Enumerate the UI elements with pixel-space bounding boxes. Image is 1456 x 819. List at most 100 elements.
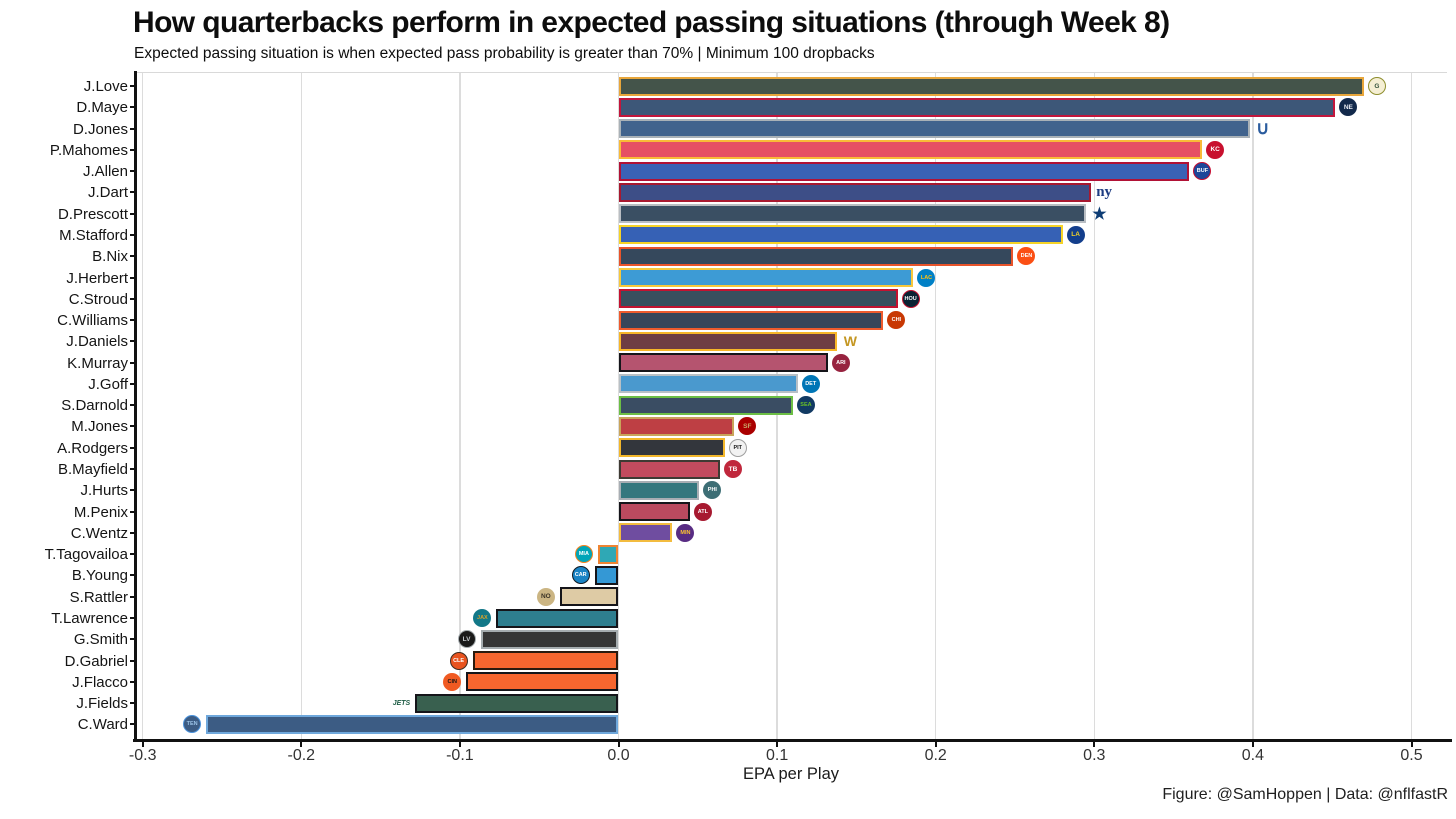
team-logo-ten: TEN: [183, 715, 202, 734]
bar-a-rodgers: [618, 438, 725, 458]
y-axis-tick: [129, 702, 135, 705]
y-axis-label: D.Gabriel: [64, 652, 128, 670]
gridline: [459, 72, 461, 740]
y-axis-label: J.Daniels: [66, 333, 128, 351]
y-axis-label: B.Young: [71, 567, 128, 585]
y-axis-tick: [129, 106, 135, 109]
chart-subtitle: Expected passing situation is when expec…: [134, 45, 875, 62]
team-logo-den: DEN: [1017, 247, 1036, 266]
team-logo-lac: LAC: [917, 268, 936, 287]
team-logo-buf: BUF: [1193, 162, 1212, 181]
gridline: [300, 72, 303, 740]
bar-t-lawrence: [496, 608, 619, 628]
y-axis-label: C.Wentz: [70, 524, 128, 542]
bar-j-dart: [618, 182, 1092, 202]
y-axis-label: J.Goff: [88, 375, 128, 393]
y-axis-label: J.Fields: [76, 695, 128, 713]
x-axis-tick: [934, 742, 937, 747]
y-axis-tick: [129, 638, 135, 641]
y-axis-label: D.Maye: [76, 99, 128, 117]
x-axis-tick: [141, 742, 144, 747]
team-logo-lv: LV: [457, 630, 476, 649]
bar-j-allen: [618, 161, 1190, 181]
y-axis-tick: [129, 468, 135, 471]
team-logo-hou: HOU: [901, 289, 920, 308]
x-axis-label: EPA per Play: [743, 765, 839, 783]
y-axis-label: M.Penix: [73, 503, 128, 521]
bar-j-hurts: [618, 480, 700, 500]
bar-c-wentz: [618, 523, 673, 543]
x-axis-tick-label: 0.2: [924, 747, 947, 764]
bar-b-mayfield: [618, 459, 720, 479]
y-axis-label: C.Williams: [57, 312, 128, 330]
x-axis-tick-label: 0.0: [607, 747, 630, 764]
y-axis-tick: [129, 404, 135, 407]
y-axis-label: J.Herbert: [66, 269, 128, 287]
y-axis-label: B.Mayfield: [57, 461, 128, 479]
y-axis-tick: [129, 595, 135, 598]
y-axis-label: M.Jones: [71, 418, 128, 436]
bar-b-young: [594, 565, 619, 585]
y-axis-line: [134, 71, 137, 742]
x-axis-tick-label: 0.1: [765, 747, 789, 764]
x-axis-tick: [1093, 742, 1096, 747]
bar-j-fields: [415, 693, 619, 713]
x-axis-tick-label: -0.2: [287, 747, 316, 764]
y-axis-tick: [129, 255, 135, 258]
y-axis-tick: [129, 276, 135, 279]
team-logo-lar: LA: [1066, 225, 1085, 244]
team-logo-sea: SEA: [796, 396, 815, 415]
bar-g-smith: [480, 629, 619, 649]
y-axis-label: K.Murray: [67, 354, 128, 372]
bar-j-love: [618, 76, 1364, 96]
x-axis-tick: [617, 742, 620, 747]
bar-t-tagovailoa: [597, 544, 619, 564]
team-logo-sf: SF: [738, 417, 757, 436]
y-axis-tick: [129, 170, 135, 173]
team-logo-kc: KC: [1206, 140, 1225, 159]
chart-title: How quarterbacks perform in expected pas…: [133, 6, 1170, 39]
team-logo-chi: CHI: [887, 311, 906, 330]
x-axis-tick: [1251, 742, 1254, 747]
y-axis-tick: [129, 340, 135, 343]
team-logo-dal: ★: [1092, 205, 1107, 223]
y-axis-tick: [129, 553, 135, 556]
y-axis-label: T.Tagovailoa: [44, 546, 128, 564]
bar-d-prescott: [618, 204, 1087, 224]
y-axis-tick: [129, 680, 135, 683]
figure-caption: Figure: @SamHoppen | Data: @nflfastR: [1162, 786, 1448, 803]
y-axis-label: J.Love: [83, 78, 128, 95]
x-axis-tick-label: -0.3: [128, 747, 157, 764]
bar-c-stroud: [618, 289, 898, 309]
y-axis-label: J.Dart: [87, 184, 128, 202]
team-logo-cin: CIN: [443, 672, 462, 691]
bar-m-jones: [618, 416, 735, 436]
bar-s-rattler: [559, 587, 619, 607]
team-logo-no: NO: [536, 587, 555, 606]
y-axis-label: J.Flacco: [72, 673, 128, 691]
y-axis-label: C.Ward: [77, 716, 128, 734]
y-axis-tick: [129, 531, 135, 534]
bar-c-ward: [206, 714, 619, 734]
team-logo-min: MIN: [676, 523, 695, 542]
y-axis-label: J.Allen: [82, 163, 128, 181]
team-logo-pit: PIT: [728, 438, 747, 457]
team-logo-nyg: ny: [1096, 183, 1113, 200]
bar-m-stafford: [618, 225, 1063, 245]
team-logo-was: W: [843, 333, 857, 350]
y-axis-label: S.Darnold: [61, 397, 128, 415]
bar-j-daniels: [618, 331, 838, 351]
team-logo-cle: CLE: [449, 651, 468, 670]
gridline: [1410, 72, 1413, 740]
y-axis-tick: [129, 297, 135, 300]
bar-j-goff: [618, 374, 798, 394]
team-logo-car: CAR: [571, 566, 590, 585]
x-axis-line: [133, 738, 1452, 742]
y-axis-tick: [129, 233, 135, 236]
y-axis-tick: [129, 148, 135, 151]
y-axis-label: C.Stroud: [68, 290, 128, 308]
bar-c-williams: [618, 310, 884, 330]
y-axis-tick: [129, 489, 135, 492]
y-axis-tick: [129, 510, 135, 513]
y-axis-tick: [129, 659, 135, 662]
